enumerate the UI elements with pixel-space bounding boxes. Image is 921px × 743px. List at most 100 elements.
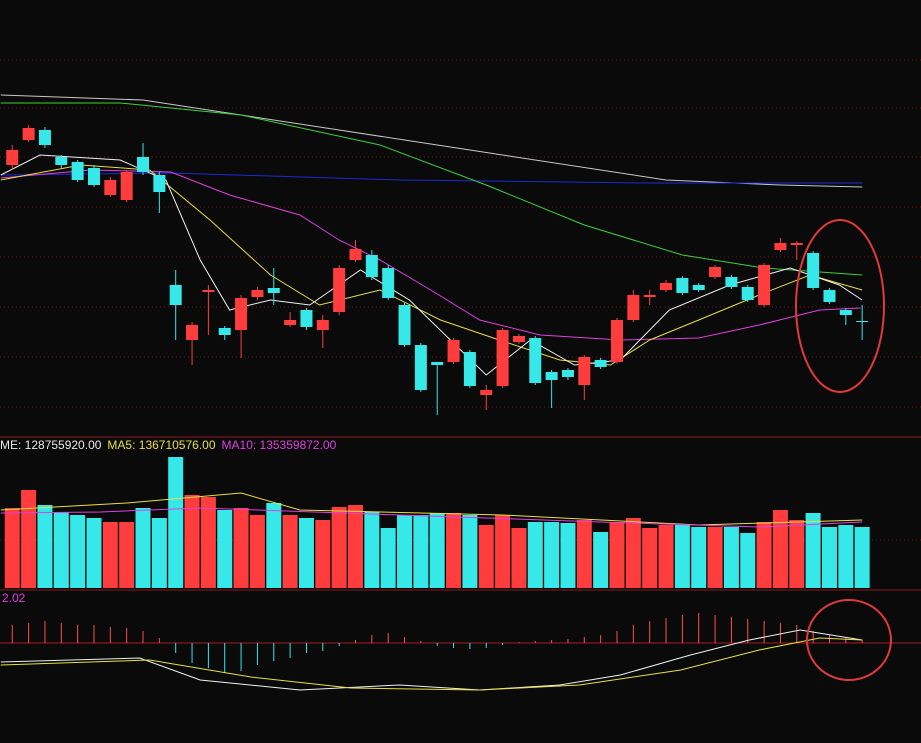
volume-bar [266, 503, 282, 588]
legend-label: MA10: 135359872.00 [222, 438, 337, 452]
volume-bar [282, 515, 298, 588]
candle-body [251, 290, 264, 297]
volume-bar [298, 518, 314, 588]
volume-bar [200, 497, 216, 588]
candle-body [839, 310, 852, 315]
volume-bar [805, 513, 821, 588]
volume-bar [723, 527, 739, 588]
line-series [0, 637, 863, 691]
candle-body [87, 168, 100, 185]
candle-body [235, 298, 248, 330]
volume-bar [642, 528, 658, 588]
candle-body [202, 290, 215, 292]
highlight-circle [795, 219, 885, 393]
candle-body [365, 255, 378, 277]
volume-bar [364, 512, 380, 588]
line-series [0, 164, 863, 366]
candle-body [741, 287, 754, 300]
candle-body [856, 321, 869, 322]
candle-body [496, 330, 509, 386]
volume-bar [119, 522, 135, 588]
candle-body [414, 345, 427, 390]
candle-body [594, 360, 607, 367]
line-series [0, 172, 863, 184]
volume-bar [380, 528, 396, 588]
candle-body [6, 150, 19, 165]
volume-bar [789, 520, 805, 588]
volume-bar [53, 512, 69, 588]
volume-bar [609, 522, 625, 588]
candle-body [300, 310, 313, 327]
candle-body [267, 288, 280, 293]
volume-bar [331, 507, 347, 588]
volume-bar [397, 515, 413, 588]
candle-body [480, 390, 493, 395]
legend-label: ME: 128755920.00 [0, 438, 102, 452]
volume-bar [576, 520, 592, 588]
volume-bar [658, 525, 674, 588]
volume-bar [740, 533, 756, 588]
candle-body [660, 283, 673, 290]
candle-body [55, 157, 68, 165]
candle-body [316, 320, 329, 330]
volume-bar [756, 522, 772, 588]
candle-body [823, 290, 836, 302]
candle-body [169, 285, 182, 305]
candle-body [807, 253, 820, 288]
legend-label: MA5: 136710576.00 [107, 438, 215, 452]
volume-bar [184, 495, 200, 588]
volume-bar [478, 525, 494, 588]
volume-bar [86, 518, 102, 588]
volume-bar [772, 510, 788, 588]
volume-bar [70, 515, 86, 588]
line-series [0, 507, 863, 528]
candle-body [284, 320, 297, 325]
volume-bar [37, 505, 53, 588]
candle-body [676, 278, 689, 293]
macd-label: 2.02 [2, 591, 26, 605]
candle-body [561, 370, 574, 377]
candle-body [431, 362, 444, 365]
candle-body [137, 157, 150, 172]
candle-body [463, 352, 476, 386]
marks: ME: 128755920.00 MA5: 136710576.00 MA10: 1… [0, 94, 870, 691]
volume-bar [429, 513, 445, 588]
candle-body [104, 180, 117, 195]
volume-bar [625, 518, 641, 588]
line-series [0, 169, 861, 341]
candle-body [447, 340, 460, 362]
volume-bar [102, 522, 118, 588]
candle-body [333, 268, 346, 312]
volume-bar [462, 515, 478, 588]
highlight-circle [806, 599, 892, 681]
candle-body [529, 338, 542, 383]
candle-body [153, 175, 166, 192]
candle-body [120, 172, 133, 200]
line-series [0, 102, 863, 276]
candle-body [38, 130, 51, 145]
volume-bar [560, 523, 576, 588]
line-series [0, 94, 863, 188]
volume-bar [315, 520, 331, 588]
candle-body [627, 295, 640, 320]
candle-body [186, 325, 199, 340]
candle-body [610, 320, 623, 362]
candle-body [725, 277, 738, 287]
candle-body [643, 295, 656, 297]
volume-bar [168, 457, 184, 588]
candle-body [774, 243, 787, 250]
volume-bar [707, 527, 723, 588]
volume-bar [4, 508, 20, 588]
volume-bar [544, 522, 560, 588]
volume-bar [593, 532, 609, 588]
volume-bar [347, 505, 363, 588]
volume-bar [249, 515, 265, 588]
candle-body [22, 128, 35, 140]
volume-bar [854, 527, 870, 588]
volume-bar [821, 527, 837, 588]
volume-bar [838, 525, 854, 588]
volume-bar [151, 518, 167, 588]
